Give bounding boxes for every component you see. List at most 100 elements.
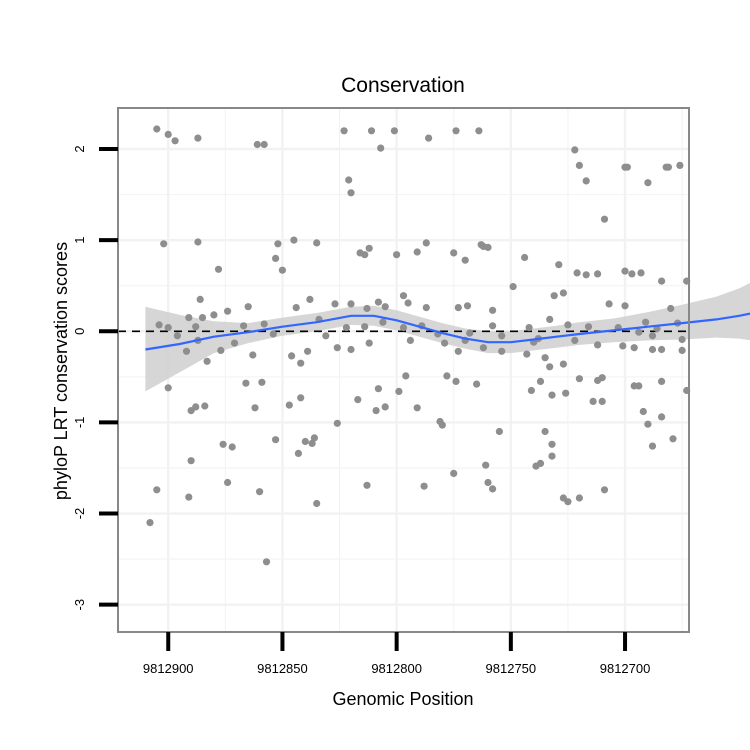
data-point (347, 300, 355, 308)
data-point (345, 176, 353, 184)
data-point (621, 267, 629, 275)
y-tick-label: 0 (72, 328, 87, 335)
data-point (192, 403, 200, 411)
data-point (198, 314, 207, 322)
data-point (482, 461, 490, 469)
data-point (278, 266, 286, 274)
data-point (639, 407, 647, 416)
data-point (260, 140, 268, 149)
data-point (527, 386, 536, 395)
data-point (582, 177, 590, 185)
y-tick-label: -3 (72, 599, 87, 611)
data-point (600, 215, 609, 223)
data-point (365, 244, 373, 252)
data-point (628, 270, 636, 278)
data-point (288, 352, 296, 360)
y-axis: 2 1 0 -1 -2 -3 (72, 145, 118, 610)
data-point (648, 332, 657, 340)
data-points (146, 125, 691, 566)
data-point (550, 292, 558, 300)
data-point (600, 486, 609, 494)
data-point (678, 346, 686, 354)
data-point (541, 427, 549, 436)
data-point (297, 394, 305, 402)
data-point (441, 339, 449, 347)
data-point (463, 302, 472, 310)
data-point (619, 342, 627, 350)
data-point (413, 248, 421, 256)
data-point (648, 345, 657, 354)
data-point (228, 443, 236, 451)
data-point (536, 459, 545, 467)
data-point (667, 304, 675, 313)
y-tick-label: -2 (72, 508, 87, 520)
data-point (548, 452, 556, 460)
data-point (395, 387, 403, 395)
data-point (521, 253, 529, 262)
x-axis-title: Genomic Position (332, 689, 473, 709)
data-point (164, 384, 172, 392)
data-point (217, 346, 225, 354)
data-point (422, 239, 430, 247)
smooth-line-path (145, 312, 750, 351)
data-point (525, 324, 533, 332)
data-point (425, 134, 433, 142)
x-tick-label: 9812900 (143, 661, 194, 676)
data-point (404, 299, 412, 307)
data-point (536, 377, 545, 385)
x-tick-label: 9812700 (600, 661, 651, 676)
data-point (559, 360, 568, 368)
data-point (623, 163, 631, 171)
data-point (185, 493, 193, 501)
chart-title: Conservation (341, 74, 465, 97)
data-point (658, 413, 666, 421)
data-point (258, 378, 266, 386)
data-point (594, 270, 602, 278)
confidence-band (145, 282, 750, 392)
data-point (454, 304, 462, 312)
data-point (573, 269, 581, 277)
data-point (297, 359, 305, 367)
data-point (461, 256, 469, 264)
data-point (249, 351, 257, 359)
data-point (669, 435, 677, 443)
data-point (509, 283, 517, 291)
x-tick-label: 9812750 (486, 661, 537, 676)
data-point (253, 140, 261, 149)
data-point (313, 499, 321, 508)
data-point (260, 320, 268, 328)
data-point (182, 347, 191, 355)
data-point (466, 329, 474, 337)
data-point (356, 249, 364, 257)
data-point (443, 372, 451, 380)
data-point (306, 295, 314, 303)
data-point (155, 321, 163, 329)
data-point (473, 380, 481, 388)
data-point (644, 179, 652, 187)
data-point (347, 189, 355, 197)
data-point (171, 137, 179, 145)
data-point (274, 240, 282, 248)
data-point (224, 307, 232, 315)
data-point (541, 354, 549, 362)
data-point (564, 321, 572, 329)
data-point (484, 478, 492, 487)
data-point (644, 420, 652, 428)
data-point (160, 240, 168, 248)
data-point (475, 127, 483, 135)
data-point (196, 295, 204, 303)
data-point (374, 385, 382, 393)
data-point (304, 347, 312, 355)
data-point (333, 419, 341, 427)
data-point (575, 161, 584, 169)
data-point (548, 440, 556, 448)
data-point (546, 315, 554, 323)
data-point (555, 261, 563, 269)
data-point (575, 494, 584, 502)
data-point (450, 249, 458, 257)
data-point (605, 300, 613, 308)
data-point (214, 265, 223, 273)
data-point (363, 481, 371, 489)
data-point (185, 314, 193, 322)
